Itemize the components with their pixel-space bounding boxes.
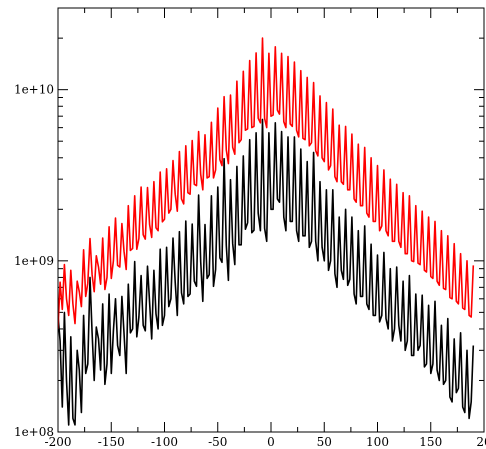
x-tick-label: -100: [151, 435, 178, 449]
series-layer: [58, 37, 475, 426]
x-tick-label: -50: [208, 435, 227, 449]
y-axis-ticks: 1e+08 1e+09 1e+10: [14, 37, 484, 439]
x-axis-ticks: -200 -150 -100 -50 0 50 100 150 20: [45, 8, 486, 449]
plot-frame: [57, 7, 485, 433]
y-tick-label: 1e+10: [14, 83, 54, 97]
y-tick-label: 1e+09: [14, 254, 54, 268]
x-tick-label: -150: [98, 435, 125, 449]
x-tick-label: 150: [419, 435, 442, 449]
x-tick-label: -200: [45, 435, 72, 449]
series-line-red: [58, 37, 475, 329]
x-tick-label: 100: [366, 435, 389, 449]
x-tick-label: 50: [317, 435, 332, 449]
y-tick-label: 1e+08: [14, 425, 54, 439]
x-tick-label: 20: [476, 435, 486, 449]
series-line-black: [58, 118, 475, 426]
x-tick-label: 0: [267, 435, 275, 449]
